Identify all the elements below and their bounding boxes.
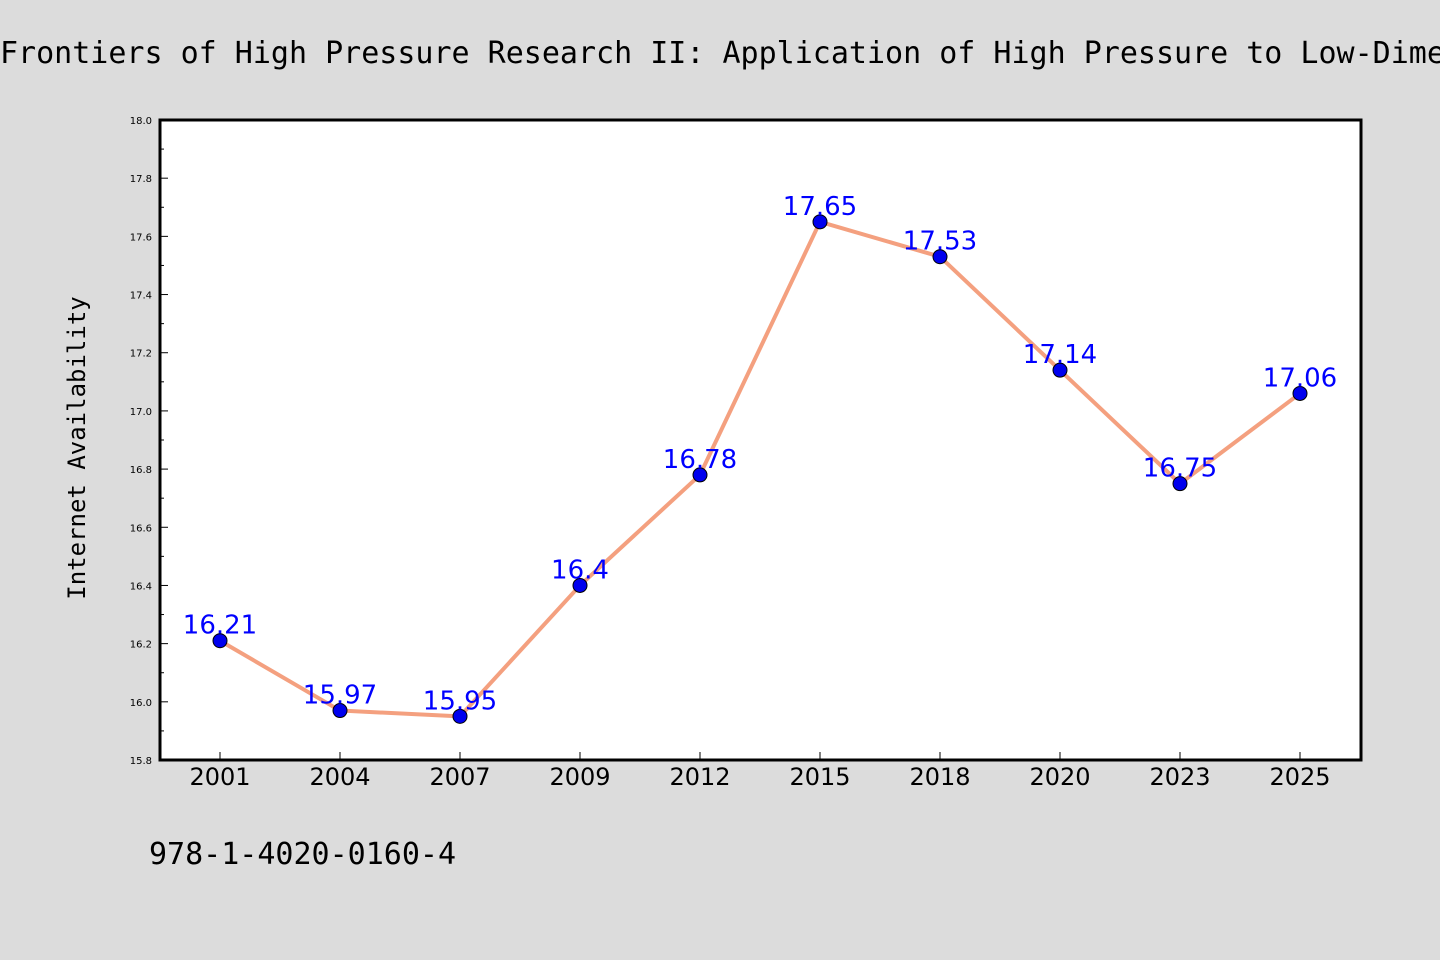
y-tick-label: 16.8: [130, 465, 152, 476]
data-point: [1052, 362, 1068, 378]
y-tick-label: 17.6: [130, 232, 152, 243]
data-point: [1172, 476, 1188, 492]
y-tick-label: 17.0: [130, 407, 152, 418]
data-value-label: 16.78: [663, 445, 737, 475]
x-tick-label: 2025: [1269, 763, 1330, 791]
y-tick-label: 15.8: [130, 756, 152, 767]
series-line-layer: [218, 219, 1302, 719]
x-tick-label: 2023: [1149, 763, 1210, 791]
data-labels: 16.21 15.97 15.95 16.4 16.78 17.65 17.53 17.14 1…: [183, 192, 1337, 717]
x-tick-label: 2007: [429, 763, 490, 791]
data-point: [212, 633, 228, 649]
data-value-label: 16.75: [1143, 454, 1217, 484]
plot-area: [158, 118, 1363, 762]
data-value-label: 15.95: [423, 686, 497, 716]
series-line: [218, 219, 1302, 719]
data-value-label: 17.53: [903, 227, 977, 257]
y-tick-label: 17.2: [130, 349, 152, 360]
y-tick-label: 16.6: [130, 523, 152, 534]
x-tick-label: 2004: [309, 763, 370, 791]
x-tick-label: 2015: [789, 763, 850, 791]
y-tick-label: 16.0: [130, 698, 152, 709]
data-value-label: 16.4: [551, 555, 609, 585]
data-value-label: 15.97: [303, 681, 377, 711]
x-axis-ticks: 2001 2004 2007 2009 2012 2015 2018 2020 2023 2025: [189, 752, 1331, 791]
data-point: [332, 703, 348, 719]
y-axis-ticks: 15.8 16.0 16.2 16.4 16.6 16.8 17.0 17.2 17.4 17.6…: [130, 116, 168, 767]
x-tick-label: 2009: [549, 763, 610, 791]
data-value-label: 17.14: [1023, 340, 1097, 370]
data-point: [1292, 385, 1308, 401]
series-markers: [212, 214, 1308, 724]
y-axis-label: Internet Availability: [63, 296, 91, 599]
data-value-label: 17.65: [783, 192, 857, 222]
x-tick-label: 2020: [1029, 763, 1090, 791]
y-tick-label: 16.4: [130, 581, 152, 592]
x-tick-label: 2012: [669, 763, 730, 791]
footer-isbn: 978-1-4020-0160-4: [149, 837, 456, 872]
y-tick-label: 16.2: [130, 640, 152, 651]
y-tick-label: 17.8: [130, 174, 152, 185]
data-point: [452, 708, 468, 724]
data-point: [812, 214, 828, 230]
data-point: [932, 249, 948, 265]
chart-title: Frontiers of High Pressure Research II: …: [0, 36, 1440, 71]
data-point: [572, 577, 588, 593]
x-tick-label: 2018: [909, 763, 970, 791]
data-point: [692, 467, 708, 483]
y-tick-label: 18.0: [130, 116, 152, 127]
y-tick-label: 17.4: [130, 291, 152, 302]
data-value-label: 16.21: [183, 611, 257, 641]
data-value-label: 17.06: [1263, 363, 1337, 393]
x-tick-label: 2001: [189, 763, 250, 791]
